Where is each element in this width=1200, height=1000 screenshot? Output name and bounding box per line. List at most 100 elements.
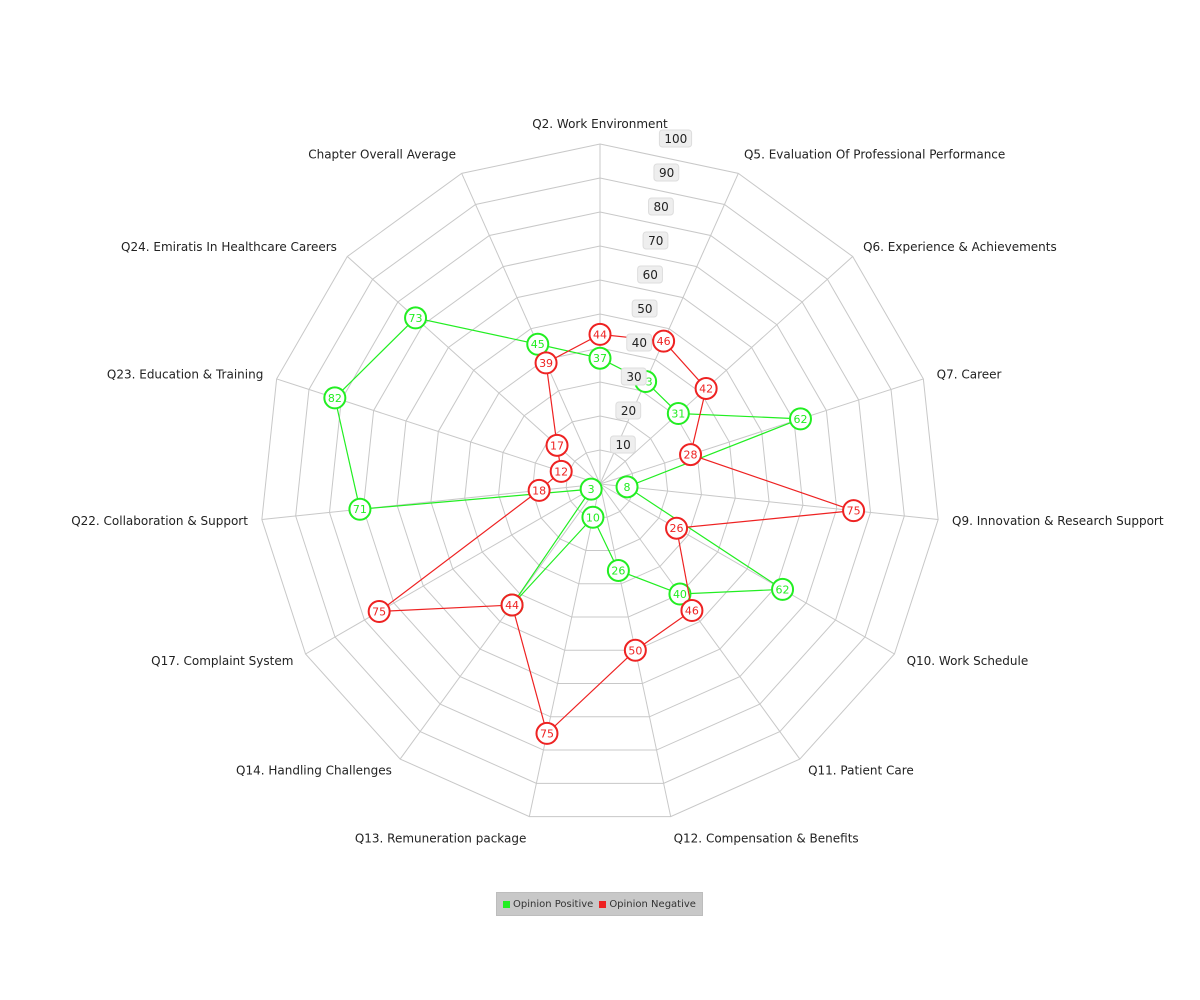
axis-label: Chapter Overall Average — [308, 148, 456, 162]
data-point[interactable] — [652, 329, 676, 353]
data-point[interactable] — [500, 593, 524, 617]
legend-item-negative[interactable]: Opinion Negative — [599, 899, 696, 910]
axis-label: Q17. Complaint System — [151, 654, 293, 668]
axis-label: Q2. Work Environment — [532, 117, 668, 131]
axis-spoke — [599, 483, 801, 760]
data-point[interactable] — [788, 407, 812, 431]
data-point[interactable] — [588, 346, 612, 370]
data-label: 26 — [670, 522, 684, 535]
data-label: 39 — [539, 357, 553, 370]
grid-ring-100 — [261, 143, 939, 818]
tick-label: 90 — [659, 166, 674, 180]
data-point[interactable] — [526, 332, 550, 356]
series-line — [334, 317, 801, 606]
radar-grid — [261, 143, 939, 818]
series-0: 3733316286240261044371827345 — [323, 306, 812, 617]
data-point[interactable] — [545, 433, 569, 457]
series-group: 3733316286240261044371827345444642287526… — [323, 306, 866, 745]
legend-swatch-positive — [503, 900, 510, 908]
tick-label-bg — [637, 265, 663, 284]
legend-swatch-negative — [599, 900, 607, 908]
data-point[interactable] — [348, 497, 372, 521]
tick-label-group: 100 — [658, 129, 693, 148]
data-label: 46 — [657, 335, 671, 348]
data-point[interactable] — [581, 505, 605, 529]
data-label: 40 — [673, 588, 687, 601]
chart-legend: Opinion Positive Opinion Negative — [496, 892, 703, 916]
tick-label: 60 — [643, 268, 658, 282]
data-point[interactable] — [549, 459, 573, 483]
tick-label-group: 30 — [620, 367, 647, 386]
legend-item-positive[interactable]: Opinion Positive — [503, 899, 593, 910]
data-label: 10 — [586, 511, 600, 524]
axis-spoke — [599, 378, 924, 485]
tick-label: 20 — [621, 404, 636, 418]
tick-label-bg — [642, 231, 669, 250]
data-point[interactable] — [615, 475, 639, 499]
data-point[interactable] — [404, 306, 428, 330]
data-point[interactable] — [588, 322, 612, 346]
data-point[interactable] — [666, 401, 690, 425]
grid-ring-80 — [328, 211, 872, 751]
legend-label-positive: Opinion Positive — [513, 898, 594, 910]
tick-label-group: 20 — [615, 401, 642, 420]
data-point[interactable] — [534, 351, 558, 375]
legend-label-negative: Opinion Negative — [609, 898, 696, 910]
series-1: 44 46 42 28 75 26 46 50 75 44 75 18 12 17 39 — [367, 322, 866, 745]
data-point[interactable] — [535, 721, 559, 745]
tick-label: 80 — [654, 200, 669, 214]
data-label: 62 — [776, 583, 790, 596]
data-point[interactable] — [771, 577, 795, 601]
data-label: 12 — [554, 465, 568, 478]
axis-label: Q24. Emiratis In Healthcare Careers — [121, 240, 337, 254]
data-label: 17 — [550, 439, 564, 452]
data-label: 73 — [409, 312, 423, 325]
grid-ring-70 — [362, 245, 838, 718]
data-label: 18 — [532, 484, 546, 497]
tick-label: 70 — [648, 234, 663, 248]
data-point[interactable] — [527, 478, 551, 502]
axis-spoke — [599, 483, 939, 521]
tick-label-group: 90 — [653, 163, 680, 182]
grid-ring-90 — [295, 177, 905, 784]
data-label: 28 — [684, 449, 698, 462]
data-point[interactable] — [623, 638, 647, 662]
data-label: 31 — [671, 407, 685, 420]
data-point[interactable] — [842, 499, 866, 523]
data-point[interactable] — [679, 443, 703, 467]
tick-label: 100 — [664, 132, 687, 146]
data-point[interactable] — [367, 600, 391, 623]
data-point[interactable] — [680, 599, 704, 623]
tick-label-bg — [658, 129, 693, 148]
radial-tick-labels: 10 20 30 40 50 60 70 80 90 100 — [609, 129, 693, 454]
axis-label: Q12. Compensation & Benefits — [674, 831, 859, 845]
tick-label-group: 40 — [626, 333, 653, 352]
axis-label: Q7. Career — [937, 368, 1002, 382]
tick-label: 10 — [615, 438, 630, 452]
data-label: 44 — [593, 328, 607, 341]
data-label: 82 — [328, 392, 342, 405]
axis-label: Q11. Patient Care — [808, 763, 914, 777]
data-point[interactable] — [579, 477, 603, 501]
data-label: 26 — [611, 564, 625, 577]
grid-ring-40 — [464, 347, 736, 618]
data-label: 75 — [847, 505, 861, 518]
data-label: 75 — [540, 727, 554, 740]
axis-label: Q22. Collaboration & Support — [71, 514, 248, 528]
data-label: 71 — [353, 503, 367, 516]
tick-label-group: 50 — [631, 299, 658, 318]
tick-label-bg — [631, 299, 658, 318]
data-point[interactable] — [323, 386, 347, 410]
data-label: 46 — [685, 605, 699, 618]
data-point[interactable] — [694, 376, 718, 400]
data-point[interactable] — [668, 582, 692, 606]
tick-label: 40 — [632, 336, 647, 350]
tick-label: 30 — [626, 370, 641, 384]
axis-spoke — [399, 483, 601, 760]
tick-label-bg — [615, 401, 642, 420]
data-point[interactable] — [606, 558, 630, 582]
tick-label-group: 70 — [642, 231, 669, 250]
data-point[interactable] — [665, 516, 689, 540]
grid-ring-20 — [531, 415, 669, 552]
